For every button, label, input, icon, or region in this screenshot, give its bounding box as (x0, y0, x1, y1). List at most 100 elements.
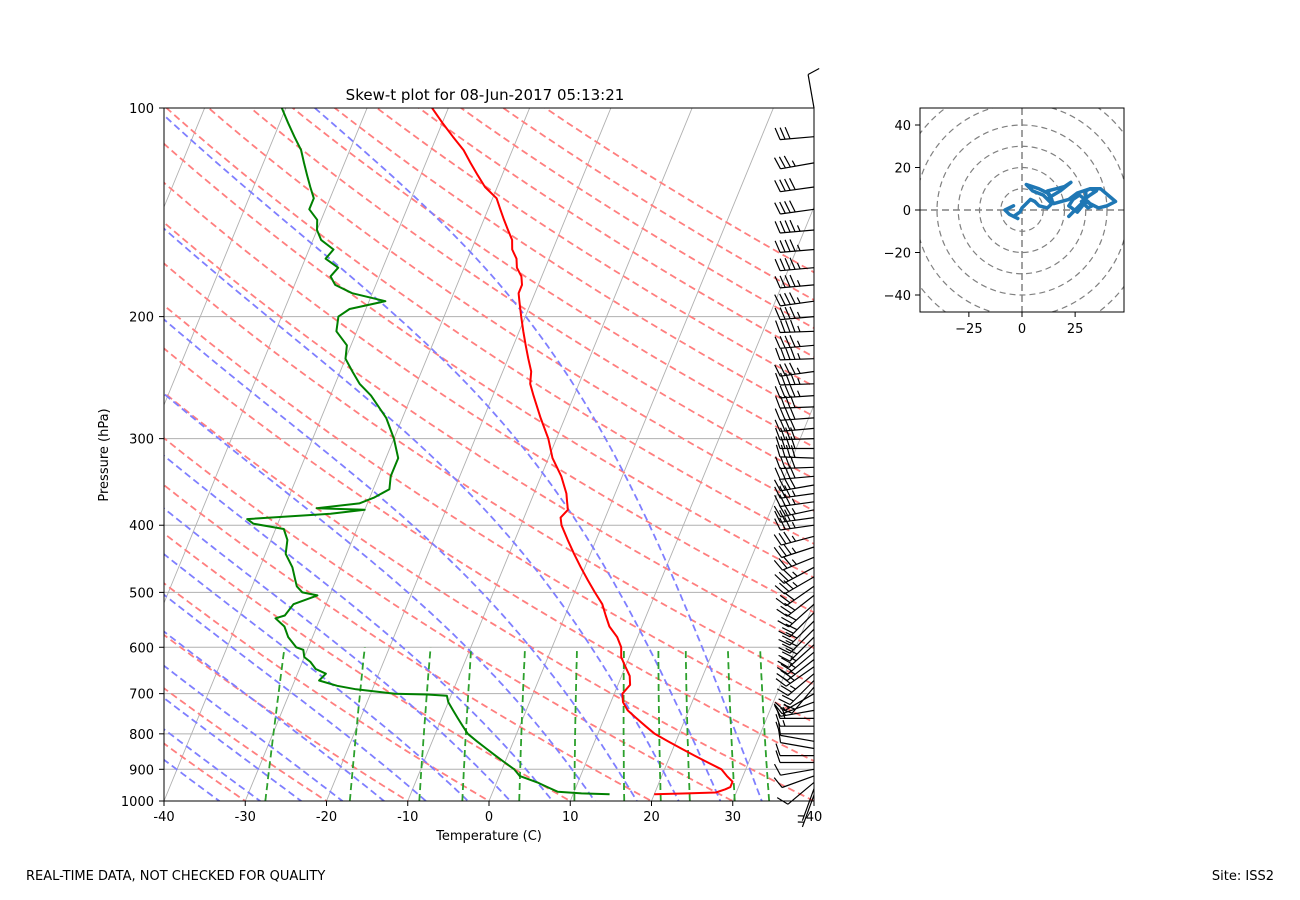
moist-adiabat (164, 758, 221, 801)
moist-adiabat (314, 108, 763, 801)
wind-barb (774, 466, 815, 480)
wind-barb (774, 239, 815, 253)
wind-barb (774, 566, 815, 584)
wind-barb-stroke (775, 455, 815, 470)
wind-barb-stroke (778, 636, 815, 662)
hodograph-panel: −25 0 25 −40 −20 0 20 40 (884, 107, 1125, 337)
wind-barb (774, 493, 815, 508)
dry-adiabat (164, 391, 814, 801)
y-tick-label: 400 (129, 519, 154, 534)
dewpoint-trace (246, 108, 610, 796)
x-tick-label: 20 (643, 810, 660, 825)
mixing-ratio-line (348, 647, 366, 801)
isotherm-line (488, 108, 774, 801)
moist-adiabat (164, 728, 262, 801)
wind-barb-stroke (776, 651, 815, 675)
y-tick-label: 500 (129, 586, 154, 601)
dry-adiabat (164, 304, 814, 724)
moist-adiabat (164, 552, 470, 801)
wind-barb-stroke (774, 239, 815, 253)
wind-barb (775, 743, 814, 757)
wind-barb (774, 292, 815, 307)
isotherm-line (244, 108, 531, 801)
axis-ticks: -40 -30 -20 -10 0 10 20 30 40 100 200 300 400 500 600 7… (121, 102, 822, 825)
wind-barb (774, 485, 815, 499)
wind-barb-stroke (777, 603, 815, 628)
wind-barb-stroke (775, 721, 814, 735)
wind-barb (773, 763, 815, 776)
wind-barb-stroke (774, 485, 815, 499)
wind-barb-stroke (797, 794, 815, 828)
wind-barb-stroke (774, 178, 815, 193)
wind-barb-stroke (774, 274, 815, 289)
wind-barb (775, 372, 815, 386)
mixing-ratio-line (418, 647, 432, 801)
mixing-ratio-line (518, 647, 526, 801)
chart-title: Skew-t plot for 08-Jun-2017 05:13:21 (346, 86, 625, 104)
hodograph-x-tick-label: 0 (1018, 322, 1026, 337)
mixing-ratio-line (684, 647, 691, 801)
hodograph-trace (1003, 180, 1118, 221)
wind-barb (776, 781, 815, 805)
wind-barb-stroke (774, 335, 815, 349)
wind-barb-stroke (778, 628, 815, 654)
wind-barb (807, 67, 820, 109)
wind-barb (774, 274, 815, 289)
wind-barb-stroke (775, 427, 815, 441)
wind-barb-stroke (774, 384, 815, 399)
wind-barb (774, 219, 815, 234)
wind-barb-stroke (774, 257, 815, 272)
plot-frame (163, 107, 815, 802)
dry-adiabat (164, 582, 491, 801)
wind-barb-stroke (775, 750, 814, 764)
moist-adiabat (164, 227, 680, 801)
wind-barb (797, 788, 815, 821)
temperature-trace (431, 108, 734, 796)
wind-barb-stroke (807, 67, 820, 109)
moist-adiabat (164, 318, 638, 801)
y-tick-label: 600 (129, 641, 154, 656)
wind-barb (775, 750, 814, 764)
wind-barb (773, 155, 815, 170)
wind-barb (774, 516, 815, 531)
wind-barb-stroke (775, 436, 814, 450)
isotherm-line (732, 601, 814, 801)
wind-barb-stroke (775, 743, 814, 757)
grid-layer (164, 108, 814, 801)
wind-barb (774, 306, 815, 321)
moist-adiabat (164, 630, 386, 801)
wind-barb-stroke (774, 407, 815, 421)
wind-barb (773, 556, 815, 571)
wind-barb (775, 444, 815, 459)
wind-barb (774, 126, 815, 141)
wind-barb-stroke (776, 594, 815, 617)
isotherm-line (407, 108, 693, 801)
wind-barb-stroke (774, 126, 815, 141)
wind-barb-stroke (774, 219, 815, 234)
y-axis-label: Pressure (hPa) (97, 408, 112, 501)
y-tick-label: 200 (129, 311, 154, 326)
wind-barb (776, 651, 815, 675)
wind-barb-stroke (775, 666, 815, 687)
x-tick-label: -40 (153, 810, 174, 825)
wind-barb (774, 693, 815, 712)
wind-barb (778, 620, 815, 646)
hodograph-x-tick-label: 25 (1067, 322, 1084, 337)
isotherm-line (164, 108, 449, 801)
wind-barb (773, 701, 815, 715)
hodograph-y-tick-label: 20 (894, 162, 911, 177)
wind-barb (774, 407, 815, 421)
wind-barb (775, 427, 815, 441)
wind-barb-stroke (774, 306, 815, 321)
wind-barb (775, 706, 814, 719)
wind-barb-stroke (774, 418, 815, 432)
x-tick-label: -20 (316, 810, 337, 825)
wind-barb-stroke (773, 556, 815, 571)
wind-barb (778, 628, 815, 654)
wind-barb-stroke (780, 686, 815, 714)
dry-adiabat (164, 436, 735, 801)
wind-barb (777, 644, 815, 669)
x-axis-label: Temperature (C) (435, 829, 542, 844)
x-tick-label: -10 (397, 810, 418, 825)
